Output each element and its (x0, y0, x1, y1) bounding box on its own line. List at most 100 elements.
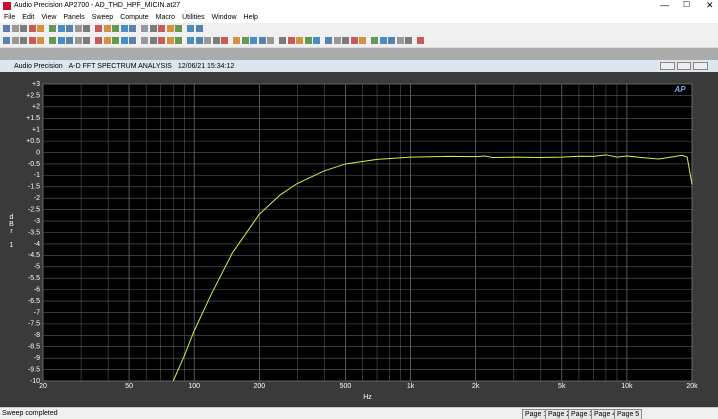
toolbar-button[interactable] (175, 25, 182, 32)
minimize-button[interactable]: — (660, 0, 669, 10)
toolbar-button[interactable] (66, 25, 73, 32)
page-tab[interactable]: Page 5 (614, 409, 643, 419)
toolbar-button[interactable] (149, 25, 157, 32)
toolbar-button[interactable] (57, 37, 65, 44)
toolbar-button[interactable] (187, 25, 194, 32)
toolbar-button[interactable] (3, 25, 10, 32)
toolbar-button[interactable] (49, 25, 56, 32)
y-tick-label: -6.5 (28, 298, 40, 305)
toolbar-button[interactable] (20, 25, 27, 32)
toolbar-button[interactable] (158, 37, 165, 44)
x-tick-label: 5k (558, 383, 566, 390)
toolbar-button[interactable] (233, 37, 240, 44)
y-tick-label: -4 (34, 241, 40, 248)
toolbar-button[interactable] (379, 37, 387, 44)
toolbar-button[interactable] (74, 25, 82, 32)
y-tick-label: -0.5 (28, 161, 40, 168)
toolbar-button[interactable] (83, 37, 90, 44)
toolbar-button[interactable] (287, 37, 295, 44)
toolbar-button[interactable] (267, 37, 274, 44)
menu-item[interactable]: Panels (63, 14, 85, 21)
toolbar-button[interactable] (212, 37, 220, 44)
toolbar-button[interactable] (37, 37, 44, 44)
toolbar-button[interactable] (350, 37, 358, 44)
graph-app-name: Audio Precision (14, 62, 63, 70)
toolbar-button[interactable] (95, 25, 102, 32)
toolbar-button[interactable] (333, 37, 341, 44)
toolbar-button[interactable] (166, 25, 174, 32)
menu-item[interactable]: Help (243, 14, 258, 21)
toolbar-button[interactable] (359, 37, 366, 44)
toolbar-button[interactable] (417, 37, 424, 44)
toolbar-button[interactable] (129, 37, 136, 44)
toolbar-button[interactable] (11, 25, 19, 32)
toolbar-button[interactable] (313, 37, 320, 44)
toolbar-button[interactable] (112, 25, 119, 32)
toolbar-button[interactable] (405, 37, 412, 44)
toolbar-button[interactable] (28, 37, 36, 44)
toolbar-button[interactable] (158, 25, 165, 32)
toolbar-button[interactable] (28, 25, 36, 32)
toolbar-button[interactable] (175, 37, 182, 44)
toolbar-button[interactable] (250, 37, 257, 44)
toolbar-button[interactable] (95, 37, 102, 44)
close-button[interactable]: ✕ (706, 0, 714, 10)
toolbar-button[interactable] (304, 37, 312, 44)
y-tick-label: -9.5 (28, 366, 40, 373)
menu-item[interactable]: View (41, 14, 57, 21)
y-tick-label: -10 (30, 378, 40, 385)
y-tick-label: +0.5 (26, 138, 40, 145)
app-icon (3, 2, 11, 10)
menu-item[interactable]: File (4, 14, 16, 21)
toolbar-button[interactable] (325, 37, 332, 44)
toolbar-button[interactable] (195, 37, 203, 44)
menu-item[interactable]: Compute (120, 14, 149, 21)
y-tick-label: +1 (32, 127, 40, 134)
toolbar-button[interactable] (296, 37, 303, 44)
toolbar-button[interactable] (129, 25, 136, 32)
toolbar-button[interactable] (11, 37, 19, 44)
toolbar-button[interactable] (195, 25, 203, 32)
menu-item[interactable]: Edit (22, 14, 35, 21)
toolbar-button[interactable] (120, 25, 128, 32)
toolbar-button[interactable] (241, 37, 249, 44)
toolbar-button[interactable] (388, 37, 395, 44)
toolbar-button[interactable] (141, 37, 148, 44)
menu-item[interactable]: Window (211, 14, 237, 21)
toolbar-button[interactable] (103, 25, 111, 32)
menu-item[interactable]: Macro (155, 14, 176, 21)
toolbar-button[interactable] (258, 37, 266, 44)
y-tick-label: -7 (34, 309, 40, 316)
toolbar-button[interactable] (74, 37, 82, 44)
toolbar-button[interactable] (120, 37, 128, 44)
toolbar-button[interactable] (187, 37, 194, 44)
toolbar-button[interactable] (103, 37, 111, 44)
toolbar-button[interactable] (204, 37, 211, 44)
graph-minimize[interactable] (660, 62, 675, 70)
menu-item[interactable]: Sweep (91, 14, 114, 21)
graph-title-bar: Audio Precision A-D FFT SPECTRUM ANALYSI… (0, 60, 718, 72)
toolbar-button[interactable] (83, 25, 90, 32)
menu-item[interactable]: Utilities (182, 14, 205, 21)
toolbar-button[interactable] (371, 37, 378, 44)
maximize-button[interactable]: ☐ (683, 0, 691, 9)
toolbar-button[interactable] (342, 37, 349, 44)
y-tick-label: -8.5 (28, 344, 40, 351)
toolbar-button[interactable] (3, 37, 10, 44)
toolbar-button[interactable] (112, 37, 119, 44)
toolbar-button[interactable] (66, 37, 73, 44)
toolbar-button[interactable] (166, 37, 174, 44)
toolbar-button[interactable] (396, 37, 404, 44)
toolbar-button[interactable] (279, 37, 286, 44)
toolbar-button[interactable] (141, 25, 148, 32)
toolbar-button[interactable] (149, 37, 157, 44)
toolbar-button[interactable] (221, 37, 228, 44)
y-tick-label: -2 (34, 195, 40, 202)
toolbar-button[interactable] (57, 25, 65, 32)
x-tick-label: 100 (188, 383, 200, 390)
toolbar-button[interactable] (49, 37, 56, 44)
toolbar-button[interactable] (20, 37, 27, 44)
graph-close[interactable] (693, 62, 709, 70)
toolbar-button[interactable] (37, 25, 44, 32)
graph-restore[interactable] (676, 62, 692, 70)
